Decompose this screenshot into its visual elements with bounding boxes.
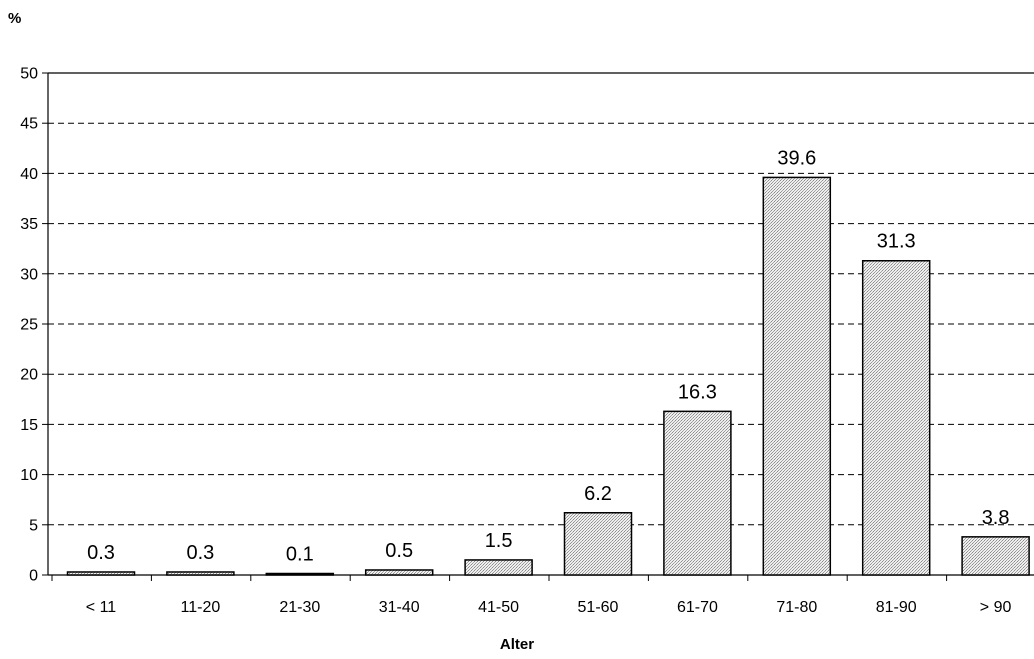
data-label: 0.3 [87, 542, 115, 564]
data-label: 0.3 [186, 542, 214, 564]
bar [563, 512, 633, 576]
data-label: 6.2 [584, 483, 612, 505]
y-tick-label: 5 [29, 517, 38, 534]
x-tick-label: < 11 [86, 599, 117, 616]
y-tick-label: 35 [20, 216, 38, 233]
y-tick-label: 45 [20, 116, 38, 133]
data-label: 39.6 [777, 147, 816, 169]
bar [464, 559, 533, 576]
labels: 0 5 10 15 20 25 30 35 40 45 50 0.3 < 11 0.3 11-20 0.1 21… [20, 66, 1011, 617]
data-label: 16.3 [678, 381, 717, 403]
y-tick-label: 30 [20, 266, 38, 283]
x-tick-label: 11-20 [181, 599, 221, 616]
x-tick-label: 61-70 [677, 599, 718, 616]
bar [961, 536, 1030, 576]
y-tick-label: 40 [20, 166, 38, 183]
x-tick-label: 81-90 [876, 599, 917, 616]
data-label: 1.5 [485, 530, 513, 552]
bar [166, 571, 235, 576]
x-tick-label: 71-80 [776, 599, 817, 616]
y-tick-label: 0 [29, 568, 38, 585]
bar [265, 572, 335, 576]
data-label: 0.5 [385, 540, 413, 562]
y-tick-label: 50 [20, 66, 38, 83]
bar [861, 259, 931, 576]
data-label: 0.1 [286, 544, 314, 566]
x-tick-label: 31-40 [379, 599, 420, 616]
bars [66, 176, 1030, 576]
x-tick-label: 21-30 [279, 599, 320, 616]
y-tick-label: 25 [20, 317, 38, 334]
bar [762, 176, 832, 576]
y-tick-label: 20 [20, 367, 38, 384]
x-axis-title: Alter [499, 636, 535, 653]
data-label: 3.8 [982, 507, 1010, 529]
x-tick-label: 51-60 [578, 599, 619, 616]
bar [663, 410, 732, 576]
data-label: 31.3 [877, 231, 916, 253]
y-tick-label: 15 [20, 417, 38, 434]
y-tick-label: 10 [20, 467, 38, 484]
bar [364, 569, 434, 576]
x-tick-label: 41-50 [478, 599, 519, 616]
x-tick-label: > 90 [980, 599, 1012, 616]
bar [66, 571, 136, 576]
y-axis-unit-label: % [8, 10, 22, 27]
